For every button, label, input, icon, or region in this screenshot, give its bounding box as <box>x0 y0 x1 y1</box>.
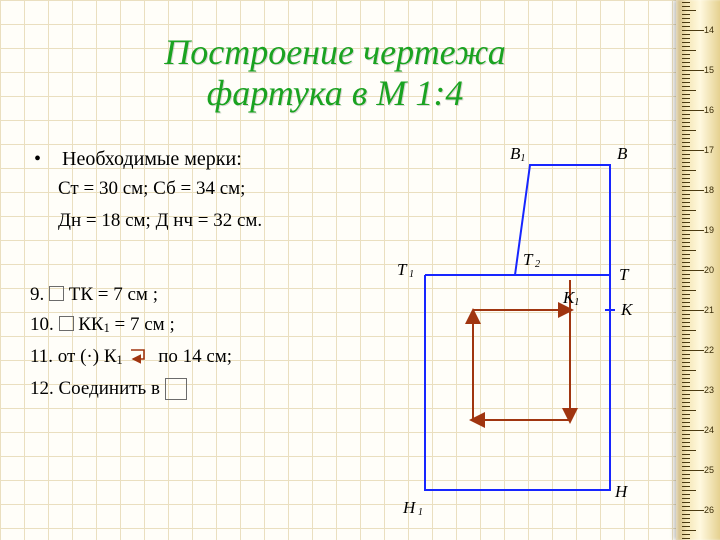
step-10-mid: КК <box>74 314 104 335</box>
apron-diagram: В1 В Т 1 Т 2 Т К1 К Н 1 Н <box>395 150 655 520</box>
label-b1: В1 <box>510 144 525 164</box>
step-9: 9. ТК = 7 см ; <box>30 284 158 306</box>
left-box-icon <box>59 316 74 331</box>
label-t1: Т 1 <box>397 260 414 280</box>
step-10: 10. КК1 = 7 см ; <box>30 314 175 336</box>
bullet-heading: Необходимые мерки: <box>62 148 242 171</box>
label-n1: Н 1 <box>403 498 423 518</box>
square-icon <box>165 378 187 400</box>
down-box-icon <box>49 286 64 301</box>
step-11-sub: 1 <box>117 353 123 367</box>
step-10-pre: 10. <box>30 314 59 335</box>
step-11-pre: 11. от (·) К <box>30 346 117 367</box>
label-b: В <box>617 144 627 164</box>
label-k1: К1 <box>563 288 579 308</box>
label-n: Н <box>615 482 627 502</box>
step-10-tail: = 7 см ; <box>110 314 175 335</box>
step-12-pre: 12. Соединить в <box>30 378 165 399</box>
label-t2: Т 2 <box>523 250 540 270</box>
step-11: 11. от (·) К1 по 14 см; <box>30 346 232 368</box>
measure-line-2: Дн = 18 см; Д нч = 32 см. <box>58 210 262 232</box>
apron-outline <box>425 165 610 490</box>
label-k: К <box>621 300 632 320</box>
ruler: 14151617181920212223242526 <box>676 0 720 540</box>
title-line-1: Построение чертежа <box>0 32 670 73</box>
label-t: Т <box>619 265 628 285</box>
step-9-pre: 9. <box>30 284 49 305</box>
step-11-mid: по 14 см; <box>158 346 232 367</box>
step-9-post: ТК = 7 см ; <box>64 284 158 305</box>
bullet-dot: • <box>34 148 41 171</box>
title-line-2: фартука в М 1:4 <box>0 73 670 114</box>
measure-line-1: Ст = 30 см; Сб = 34 см; <box>58 178 245 200</box>
step-12: 12. Соединить в <box>30 378 187 400</box>
page-title: Построение чертежа фартука в М 1:4 <box>0 32 670 115</box>
bend-arrow-icon <box>127 347 153 365</box>
